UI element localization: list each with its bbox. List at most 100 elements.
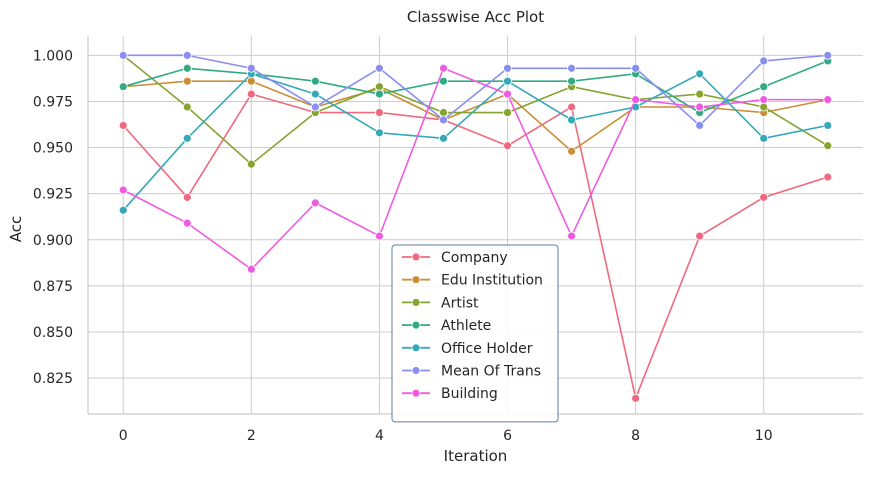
data-point-artist xyxy=(759,102,769,112)
data-point-company xyxy=(246,89,256,99)
legend-label-building: Building xyxy=(441,386,498,402)
x-tick-label: 8 xyxy=(631,428,640,444)
x-tick-label: 10 xyxy=(755,428,773,444)
data-point-building xyxy=(118,185,128,195)
series-building xyxy=(118,63,833,274)
data-point-mean-of-trans xyxy=(246,63,256,73)
series-line-edu-institution xyxy=(123,80,828,153)
legend-marker-building xyxy=(411,388,421,398)
data-point-building xyxy=(246,264,256,274)
data-point-artist xyxy=(823,141,833,151)
series-office-holder xyxy=(118,69,833,215)
data-point-mean-of-trans xyxy=(503,63,512,73)
data-point-building xyxy=(631,95,641,105)
data-point-edu-institution xyxy=(246,76,256,86)
data-point-building xyxy=(759,95,769,105)
data-point-mean-of-trans xyxy=(567,63,576,73)
data-point-mean-of-trans xyxy=(695,121,705,130)
data-point-company xyxy=(567,102,576,112)
data-point-athlete xyxy=(759,82,769,92)
data-point-office-holder xyxy=(567,115,576,125)
chart-title: Classwise Acc Plot xyxy=(407,8,544,26)
data-point-mean-of-trans xyxy=(823,50,833,60)
data-point-building xyxy=(695,102,705,112)
data-point-athlete xyxy=(375,89,384,99)
y-tick-label: 0.975 xyxy=(33,94,73,110)
data-point-athlete xyxy=(439,76,448,86)
x-axis-label: Iteration xyxy=(444,447,508,465)
legend-marker-mean-of-trans xyxy=(411,366,421,375)
data-point-building xyxy=(439,63,448,73)
data-point-athlete xyxy=(118,82,128,92)
data-point-artist xyxy=(439,108,448,117)
data-point-artist xyxy=(246,159,256,169)
data-point-office-holder xyxy=(310,89,320,99)
legend-marker-artist xyxy=(411,297,421,307)
legend-label-edu-institution: Edu Institution xyxy=(441,273,543,289)
legend-label-mean-of-trans: Mean Of Trans xyxy=(441,364,541,380)
data-point-office-holder xyxy=(439,133,448,143)
series-line-office-holder xyxy=(122,73,828,211)
data-point-office-holder xyxy=(759,133,769,143)
data-point-company xyxy=(503,141,512,151)
data-point-building xyxy=(182,218,192,228)
series-mean-of-trans xyxy=(118,50,833,130)
data-point-athlete xyxy=(310,76,320,86)
tick-labels: 0 2 4 6 8 10 0.825 0.850 0.875 0.900 0.925 0.950 0.9… xyxy=(33,48,773,444)
data-point-company xyxy=(759,192,769,202)
data-point-office-holder xyxy=(823,121,833,130)
data-point-company xyxy=(823,172,833,182)
legend-box xyxy=(391,244,559,423)
legend-marker-athlete xyxy=(411,320,421,330)
y-tick-label: 1.000 xyxy=(33,48,73,64)
data-point-artist xyxy=(695,89,705,99)
data-point-mean-of-trans xyxy=(759,56,769,66)
data-point-company xyxy=(182,192,192,202)
data-point-mean-of-trans xyxy=(182,50,192,60)
legend-marker-office-holder xyxy=(411,343,421,353)
legend-label-office-holder: Office Holder xyxy=(441,341,533,357)
legend: Company Edu Institution Artist Athlete Offic… xyxy=(391,244,559,423)
data-point-company xyxy=(375,108,384,117)
data-point-athlete xyxy=(567,76,576,86)
series-line-mean-of-trans xyxy=(123,54,828,127)
data-point-building xyxy=(310,198,320,208)
data-point-mean-of-trans xyxy=(375,63,384,73)
y-axis-label: Acc xyxy=(7,216,25,243)
legend-marker-company xyxy=(411,252,421,262)
data-point-office-holder xyxy=(695,69,705,79)
series-company xyxy=(118,89,833,403)
x-tick-label: 0 xyxy=(119,428,128,444)
data-point-company xyxy=(695,231,705,241)
data-point-mean-of-trans xyxy=(310,102,320,112)
data-point-athlete xyxy=(182,63,192,73)
data-point-office-holder xyxy=(375,128,384,138)
data-point-artist xyxy=(375,82,384,92)
data-point-building xyxy=(375,231,384,241)
data-point-artist xyxy=(503,108,512,117)
data-point-building xyxy=(503,89,512,99)
y-tick-label: 0.825 xyxy=(33,371,73,387)
x-tick-label: 6 xyxy=(503,428,512,444)
data-point-artist xyxy=(182,102,192,112)
y-tick-label: 0.950 xyxy=(33,141,73,157)
x-tick-label: 2 xyxy=(247,428,256,444)
series-line-company xyxy=(122,93,829,400)
data-point-edu-institution xyxy=(567,146,576,156)
data-point-office-holder xyxy=(118,205,128,215)
series-layer xyxy=(118,50,833,403)
x-tick-label: 4 xyxy=(375,428,384,444)
data-point-edu-institution xyxy=(182,76,192,86)
y-tick-label: 0.925 xyxy=(33,187,73,203)
data-point-mean-of-trans xyxy=(439,115,448,125)
data-point-office-holder xyxy=(182,133,192,143)
legend-marker-edu-institution xyxy=(411,275,421,285)
legend-label-athlete: Athlete xyxy=(441,318,491,334)
data-point-building xyxy=(567,231,576,241)
data-point-company xyxy=(631,393,641,403)
data-point-mean-of-trans xyxy=(631,63,641,73)
data-point-company xyxy=(118,121,128,130)
legend-label-company: Company xyxy=(441,250,508,266)
